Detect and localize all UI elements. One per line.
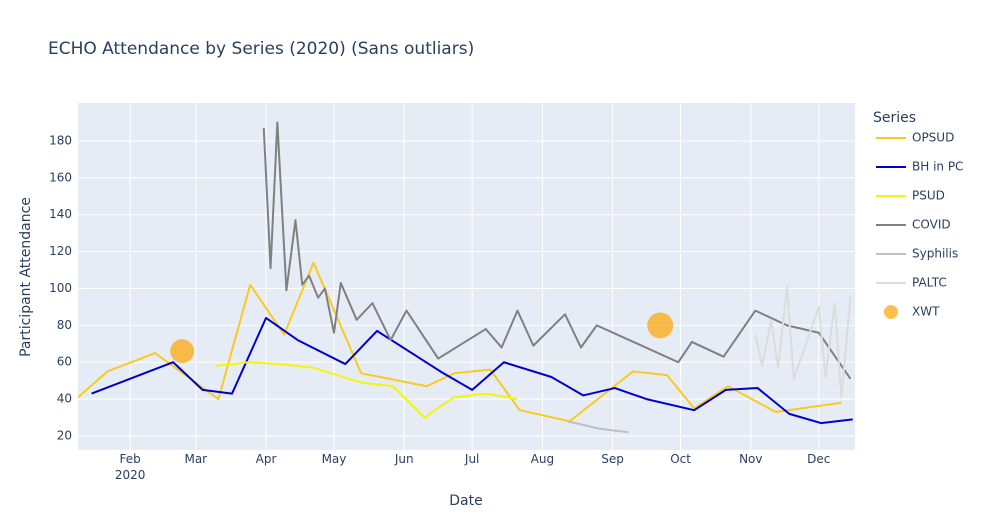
y-axis-title: Participant Attendance (18, 197, 34, 357)
series-marker (170, 339, 195, 364)
x-tick-label: Jul (464, 452, 479, 466)
series-line (754, 285, 852, 399)
x-tick-label: Dec (807, 452, 830, 466)
grid (78, 103, 855, 450)
legend-label: PALTC (912, 276, 947, 290)
plot-area (78, 103, 855, 450)
x-tick-label: Aug (531, 452, 554, 466)
legend-label: COVID (912, 218, 951, 232)
series-marker (647, 312, 674, 339)
series-line (216, 361, 518, 419)
x-tick-label: Mar (184, 452, 207, 466)
x-tick-label: May (322, 452, 347, 466)
x-axis-title: Date (449, 493, 482, 509)
y-tick-label: 140 (49, 207, 72, 221)
x-tick-label: Feb 2020 (115, 452, 146, 482)
series-line (262, 121, 852, 380)
legend-title: Series (873, 110, 916, 126)
x-tick-label: Oct (670, 452, 691, 466)
legend-label: OPSUD (912, 131, 954, 145)
x-tick-label: Sep (601, 452, 624, 466)
y-tick-label: 180 (49, 133, 72, 147)
y-tick-label: 100 (49, 281, 72, 295)
series-line (91, 316, 853, 425)
y-tick-label: 120 (49, 244, 72, 258)
y-tick-label: 60 (57, 355, 72, 369)
legend-label: PSUD (912, 189, 945, 203)
chart-title: ECHO Attendance by Series (2020) (Sans o… (48, 39, 474, 59)
y-tick-label: 80 (57, 318, 72, 332)
series-line (78, 261, 842, 423)
x-tick-label: Jun (394, 452, 414, 466)
series-line (567, 420, 629, 434)
x-tick-label: Apr (256, 452, 277, 466)
legend-label: XWT (912, 305, 940, 319)
y-tick-label: 20 (57, 428, 72, 442)
legend-label: Syphilis (912, 247, 958, 261)
legend-label: BH in PC (912, 160, 963, 174)
y-tick-label: 40 (57, 392, 72, 406)
legend: OPSUD BH in PC PSUD COVID Syphilis PALTC XWT (876, 131, 963, 319)
series-layer (78, 121, 853, 434)
x-tick-label: Nov (739, 452, 762, 466)
legend-marker (884, 305, 898, 319)
y-tick-label: 160 (49, 170, 72, 184)
